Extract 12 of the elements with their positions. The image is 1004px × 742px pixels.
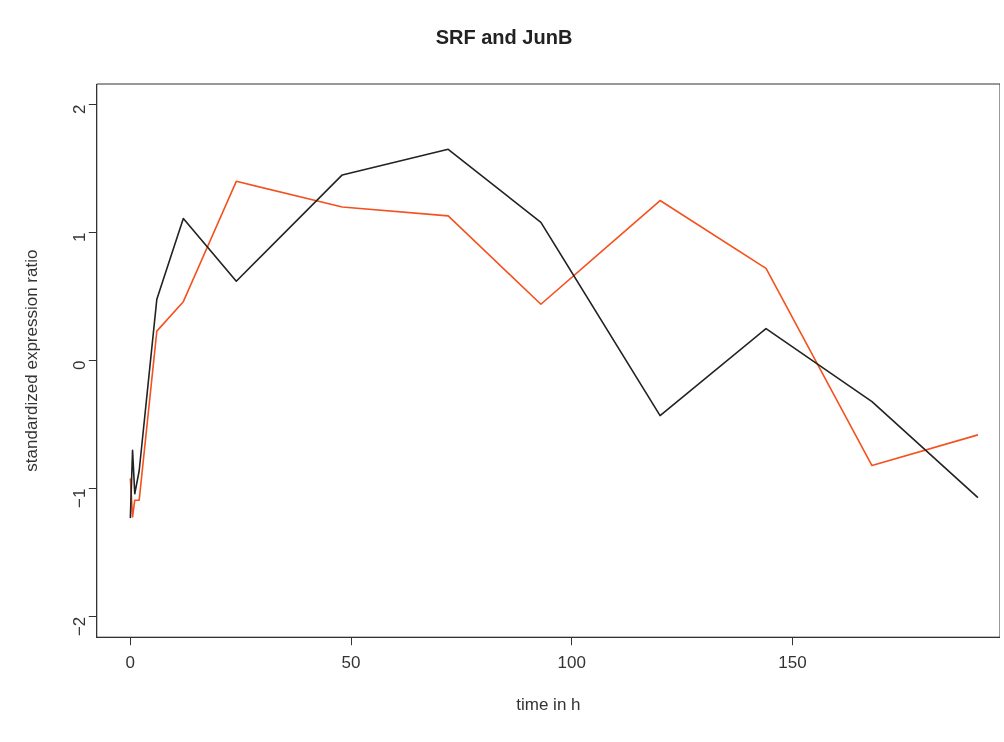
y-axis-title: standardized expression ratio (21, 249, 41, 472)
y-tick-label: −2 (70, 616, 90, 637)
x-tick-label: 50 (341, 653, 361, 673)
y-tick-label: −1 (70, 488, 90, 509)
x-tick-label: 0 (125, 653, 136, 673)
chart-title: SRF and JunB (435, 25, 573, 48)
x-tick-label: 150 (778, 653, 807, 673)
y-tick-label: 0 (70, 360, 90, 371)
y-tick-label: 2 (70, 104, 90, 114)
x-axis-title: time in h (516, 695, 581, 715)
y-tick-label: 1 (70, 232, 90, 243)
x-tick-label: 100 (557, 653, 586, 673)
